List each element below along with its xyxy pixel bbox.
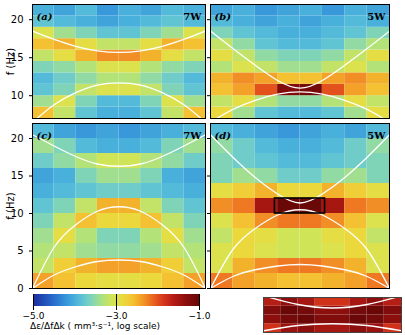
svg-text:20: 20 [11, 14, 24, 25]
svg-text:(c): (c) [37, 130, 53, 141]
svg-text:5W: 5W [367, 11, 386, 22]
svg-text:(d): (d) [215, 130, 232, 141]
svg-text:0: 0 [17, 283, 23, 294]
svg-text:−5.0: −5.0 [23, 311, 45, 321]
svg-text:(a): (a) [37, 11, 53, 22]
svg-text:(b): (b) [215, 11, 232, 22]
svg-text:−3.0: −3.0 [106, 311, 128, 321]
svg-text:10: 10 [10, 207, 24, 219]
svg-text:−1.0: −1.0 [189, 311, 211, 321]
svg-text:7W: 7W [183, 130, 202, 141]
html-text:Δε/ΔfΔk ( mm³·s⁻¹, log scale): Δε/ΔfΔk ( mm³·s⁻¹, log scale) [30, 321, 160, 331]
svg-text:5: 5 [17, 245, 23, 256]
svg-text:15: 15 [10, 51, 24, 63]
svg-text:10: 10 [11, 90, 24, 101]
svg-text:5W: 5W [367, 130, 386, 141]
svg-text:15: 15 [11, 170, 24, 181]
svg-text:20: 20 [11, 133, 24, 144]
svg-text:7W: 7W [183, 11, 202, 22]
svg-text:f (Hz): f (Hz) [5, 192, 16, 219]
svg-text:f (Hz): f (Hz) [5, 48, 16, 75]
